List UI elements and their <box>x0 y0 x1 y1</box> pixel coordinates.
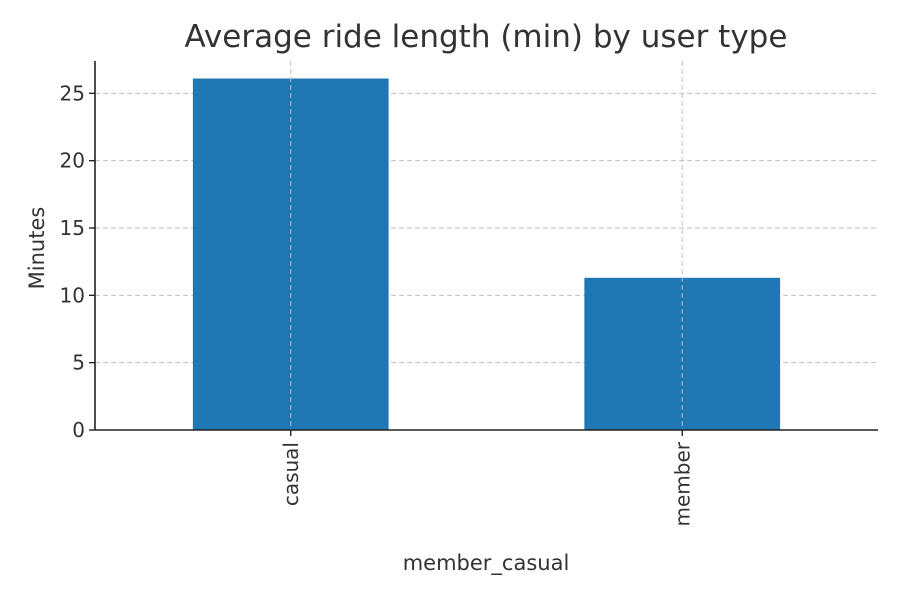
bars <box>192 78 781 431</box>
x-tick-label: member <box>670 441 694 526</box>
y-ticks: 0 5 10 15 20 25 <box>60 81 95 442</box>
y-axis-label: Minutes <box>25 207 49 290</box>
y-tick-label: 10 <box>60 283 85 307</box>
y-tick-label: 20 <box>60 149 85 173</box>
x-tick-label: casual <box>279 442 303 506</box>
chart-title: Average ride length (min) by user type <box>185 19 788 55</box>
x-ticks: casual member <box>279 430 694 527</box>
x-axis-label: member_casual <box>403 551 570 576</box>
y-tick-label: 0 <box>72 418 85 442</box>
vertical-gridlines <box>290 61 683 430</box>
y-tick-label: 5 <box>72 351 85 375</box>
y-tick-label: 15 <box>60 216 85 240</box>
y-tick-label: 25 <box>60 81 85 105</box>
